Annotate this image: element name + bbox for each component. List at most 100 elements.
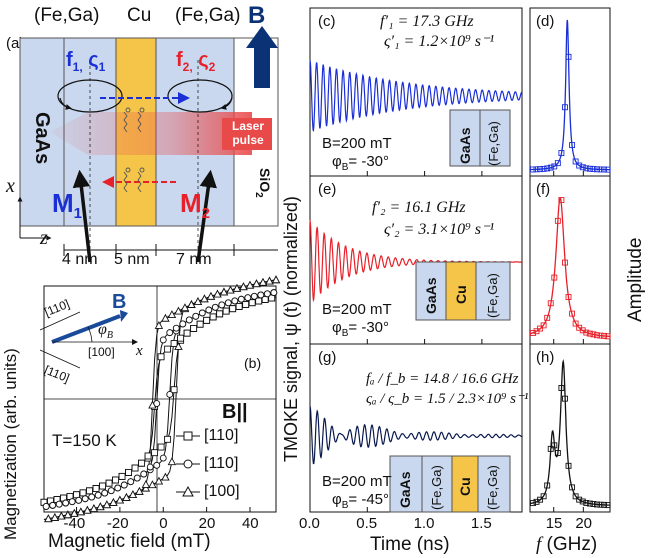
panel-f-label: (f) bbox=[536, 181, 551, 198]
b-marker-circle bbox=[101, 489, 109, 497]
b-marker-triangle bbox=[167, 310, 177, 318]
b-marker-triangle bbox=[148, 400, 157, 409]
time-xtick-label: 1.5 bbox=[470, 515, 492, 532]
spectrum-marker bbox=[594, 332, 600, 339]
spectrum-marker bbox=[554, 217, 561, 224]
spectrum-marker bbox=[597, 501, 604, 508]
amplitude-ylabel: Amplitude bbox=[625, 237, 646, 323]
b-marker-triangle bbox=[63, 510, 73, 519]
spectrum-marker bbox=[530, 500, 536, 507]
b-marker-square bbox=[248, 299, 256, 307]
b-marker-triangle bbox=[200, 294, 209, 303]
b-marker-square bbox=[242, 301, 250, 308]
b-marker-triangle bbox=[213, 289, 222, 298]
panel-e-phi: φB= -30° bbox=[332, 320, 389, 339]
spectrum-marker bbox=[597, 166, 604, 173]
spectrum-marker bbox=[579, 498, 586, 505]
panel-g-phi: φB= -45° bbox=[332, 492, 389, 511]
b-marker-circle bbox=[257, 291, 265, 299]
panel-b-plot bbox=[39, 275, 281, 523]
b-marker-triangle bbox=[70, 508, 79, 517]
b-marker-triangle bbox=[154, 321, 164, 329]
panel-g-freq: fₐ / f_b = 14.8 / 16.6 GHz bbox=[366, 371, 519, 387]
stack-c bbox=[449, 109, 511, 167]
f1-symbol: f bbox=[66, 49, 73, 71]
b-marker-circle bbox=[159, 454, 167, 462]
panel-e-phi-value: = -30° bbox=[348, 319, 390, 336]
precession-ellipse-2 bbox=[167, 79, 233, 113]
freq-xlabel-unit: (GHz) bbox=[541, 534, 598, 555]
spectrum-marker bbox=[558, 150, 565, 157]
b-marker-circle bbox=[192, 312, 200, 320]
b-marker-triangle bbox=[271, 275, 281, 284]
spectrum-marker bbox=[601, 166, 608, 173]
spectrum-marker bbox=[590, 501, 597, 507]
b-xtick-label: -20 bbox=[106, 515, 129, 532]
b-marker-circle bbox=[127, 478, 135, 486]
spectrum-marker bbox=[572, 320, 579, 327]
spectrum-marker bbox=[562, 104, 568, 111]
b-marker-circle bbox=[179, 320, 187, 328]
panel-c-field: B=200 mT bbox=[322, 135, 392, 152]
b-marker-triangle bbox=[154, 476, 164, 485]
b-marker-triangle bbox=[141, 480, 151, 488]
inset-field-label: B bbox=[112, 291, 127, 313]
b-marker-triangle bbox=[219, 287, 229, 296]
spectrum-marker bbox=[586, 330, 593, 337]
b-marker-square bbox=[255, 297, 263, 305]
b-marker-square bbox=[92, 485, 100, 493]
b-marker-circle bbox=[237, 295, 245, 303]
dim-4nm: 4 nm bbox=[62, 251, 98, 268]
label-f2: f2, ς2 bbox=[176, 50, 215, 73]
inset-angle-symbol: φ bbox=[98, 321, 107, 338]
b-marker-circle bbox=[42, 503, 50, 510]
spectrum-marker bbox=[537, 496, 544, 503]
b-marker-square bbox=[144, 452, 152, 460]
b-marker-square bbox=[157, 353, 165, 361]
legend-title: B|| bbox=[222, 401, 248, 423]
panel-e-damp: ς′₂ = 3.1×10⁹ s⁻¹ bbox=[384, 221, 495, 238]
laser-pulse-box bbox=[222, 118, 272, 150]
b-marker-square bbox=[86, 487, 93, 495]
b-marker-triangle bbox=[83, 505, 92, 514]
b-marker-triangle bbox=[206, 291, 216, 300]
b-marker-square bbox=[209, 313, 217, 321]
b-marker-triangle bbox=[180, 303, 190, 312]
b-marker-triangle bbox=[258, 277, 268, 286]
panel-d-label: (d) bbox=[536, 13, 555, 30]
laser-pulse-label: Laser pulse bbox=[231, 119, 265, 147]
b-marker-square bbox=[196, 320, 204, 328]
b-marker-square bbox=[105, 479, 113, 487]
spectrum-marker bbox=[544, 482, 551, 489]
b-marker-triangle bbox=[232, 283, 242, 292]
spectrum-marker bbox=[551, 163, 558, 170]
b-marker-circle bbox=[153, 461, 161, 469]
spectrum-marker bbox=[586, 500, 593, 507]
panel-e-phi-symbol: φ bbox=[332, 319, 342, 336]
b-xtick-label: 40 bbox=[241, 515, 259, 532]
spectrum-marker bbox=[597, 332, 604, 339]
panel-c-phi-value: = -30° bbox=[348, 153, 390, 170]
b-marker-triangle bbox=[96, 502, 105, 511]
spectrum-marker bbox=[565, 462, 572, 469]
b-marker-square bbox=[235, 303, 243, 310]
b-marker-circle bbox=[68, 498, 76, 506]
b-marker-circle bbox=[166, 391, 174, 398]
b-marker-square bbox=[131, 464, 139, 472]
spectrum-marker bbox=[544, 314, 551, 321]
b-marker-circle bbox=[172, 324, 180, 332]
spectrum-marker bbox=[554, 450, 561, 456]
s1-symbol: ς bbox=[88, 49, 99, 71]
b-marker-triangle bbox=[245, 280, 255, 289]
inset-axis-x: x bbox=[136, 343, 143, 359]
b-marker-square bbox=[79, 489, 87, 497]
b-marker-triangle bbox=[76, 507, 86, 516]
b-marker-triangle bbox=[226, 285, 235, 294]
b-marker-triangle bbox=[115, 495, 125, 504]
b-marker-circle bbox=[263, 290, 271, 298]
b-marker-triangle bbox=[187, 300, 196, 308]
m1-subscript: 1 bbox=[73, 205, 83, 223]
b-marker-square bbox=[170, 386, 178, 394]
b-marker-circle bbox=[270, 289, 278, 297]
spectrum-marker bbox=[590, 331, 597, 338]
